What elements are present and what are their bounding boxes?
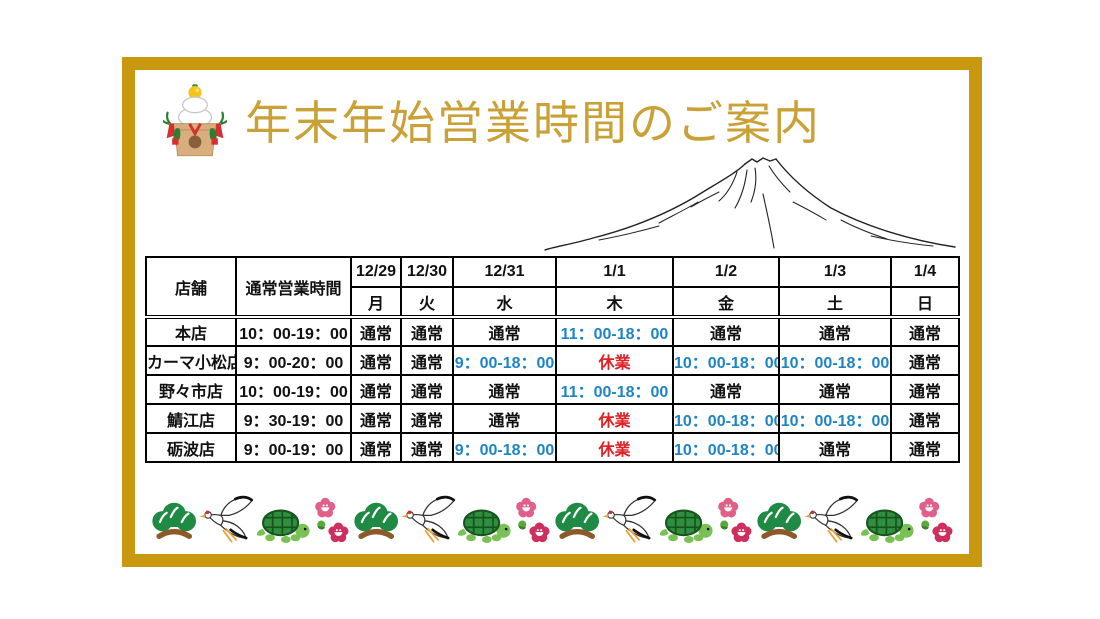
weekday-header: 金 — [672, 286, 780, 318]
pine-icon — [754, 496, 804, 548]
turtle-icon — [457, 503, 513, 548]
normal-hours-column-header: 通常営業時間 — [235, 256, 352, 318]
hours-cell: 通常 — [778, 432, 892, 463]
table-header-date-row: 店舗 通常営業時間 12/29 12/30 12/31 1/1 1/2 1/3 … — [145, 256, 960, 318]
hours-cell: 通常 — [890, 403, 960, 434]
hours-cell: 10：00-18：00 — [778, 345, 892, 376]
hours-cell: 通常 — [350, 403, 402, 434]
turtle-icon — [256, 503, 312, 548]
crane-icon — [804, 490, 860, 548]
hours-cell: 通常 — [890, 345, 960, 376]
hours-cell: 通常 — [452, 315, 557, 347]
store-name: 砺波店 — [145, 432, 237, 463]
weekday-header: 木 — [555, 286, 674, 318]
plum-icon — [916, 495, 955, 548]
hours-cell: 通常 — [400, 345, 454, 376]
weekday-header: 日 — [890, 286, 960, 318]
hours-cell: 通常 — [672, 374, 780, 405]
plum-icon — [513, 495, 552, 548]
hours-cell: 休業 — [555, 432, 674, 463]
hours-cell: 10：00-18：00 — [672, 432, 780, 463]
hours-cell: 通常 — [400, 432, 454, 463]
date-header: 1/4 — [890, 256, 960, 288]
hours-cell: 通常 — [452, 374, 557, 405]
hours-cell: 通常 — [400, 403, 454, 434]
page-title: 年末年始営業時間のご案内 — [245, 97, 821, 149]
hours-cell: 通常 — [452, 403, 557, 434]
date-header: 1/2 — [672, 256, 780, 288]
pine-icon — [351, 496, 401, 548]
crane-icon — [602, 490, 658, 548]
hours-cell: 通常 — [890, 432, 960, 463]
hours-cell: 通常 — [890, 374, 960, 405]
hours-cell: 通常 — [778, 374, 892, 405]
weekday-header: 土 — [778, 286, 892, 318]
normal-hours: 9：00-19：00 — [235, 432, 352, 463]
crane-icon — [199, 490, 255, 548]
table-row: 砺波店 9：00-19：00 通常 通常 9：00-18：00 休業 10：00… — [145, 432, 960, 463]
hours-table: 店舗 通常営業時間 12/29 12/30 12/31 1/1 1/2 1/3 … — [145, 256, 960, 463]
pine-icon — [149, 496, 199, 548]
hours-cell: 9：00-18：00 — [452, 345, 557, 376]
kagami-mochi-icon — [163, 84, 227, 157]
store-name: カーマ小松店 — [145, 345, 237, 376]
hours-cell: 通常 — [350, 315, 402, 347]
hours-cell: 10：00-18：00 — [672, 403, 780, 434]
store-name: 鯖江店 — [145, 403, 237, 434]
hours-cell: 通常 — [350, 374, 402, 405]
table-row: 鯖江店 9：30-19：00 通常 通常 通常 休業 10：00-18：00 1… — [145, 403, 960, 434]
table-row: 野々市店 10：00-19：00 通常 通常 通常 11：00-18：00 通常… — [145, 374, 960, 405]
store-column-header: 店舗 — [145, 256, 237, 318]
crane-icon — [401, 490, 457, 548]
date-header: 12/30 — [400, 256, 454, 288]
hours-cell: 11：00-18：00 — [555, 374, 674, 405]
table-row: カーマ小松店 9：00-20：00 通常 通常 9：00-18：00 休業 10… — [145, 345, 960, 376]
mount-fuji-illustration — [544, 157, 956, 251]
hours-cell: 通常 — [350, 345, 402, 376]
hours-cell: 通常 — [400, 374, 454, 405]
turtle-icon — [659, 503, 715, 548]
new-year-decor-strip — [149, 484, 955, 548]
hours-cell: 通常 — [400, 315, 454, 347]
hours-cell: 10：00-18：00 — [778, 403, 892, 434]
header: 年末年始営業時間のご案内 — [163, 72, 821, 168]
hours-cell: 10：00-18：00 — [672, 345, 780, 376]
hours-cell: 休業 — [555, 345, 674, 376]
store-name: 野々市店 — [145, 374, 237, 405]
hours-cell: 通常 — [350, 432, 402, 463]
hours-cell: 通常 — [890, 315, 960, 347]
hours-cell: 9：00-18：00 — [452, 432, 557, 463]
hours-cell: 休業 — [555, 403, 674, 434]
normal-hours: 9：00-20：00 — [235, 345, 352, 376]
plum-icon — [312, 495, 351, 548]
normal-hours: 9：30-19：00 — [235, 403, 352, 434]
date-header: 12/31 — [452, 256, 557, 288]
table-header-weekday-row: 月 火 水 木 金 土 日 — [146, 286, 960, 318]
pine-icon — [552, 496, 602, 548]
store-name: 本店 — [145, 315, 237, 347]
hours-cell: 通常 — [778, 315, 892, 347]
gold-frame: 年末年始営業時間のご案内 店舗 通常営業時間 12/29 12/30 — [122, 57, 982, 567]
weekday-header: 月 — [350, 286, 402, 318]
date-header: 1/3 — [778, 256, 892, 288]
date-header: 12/29 — [350, 256, 402, 288]
normal-hours: 10：00-19：00 — [235, 315, 352, 347]
plum-icon — [715, 495, 754, 548]
table-row: 本店 10：00-19：00 通常 通常 通常 11：00-18：00 通常 通… — [145, 315, 960, 347]
date-header: 1/1 — [555, 256, 674, 288]
weekday-header: 水 — [452, 286, 557, 318]
hours-cell: 通常 — [672, 315, 780, 347]
normal-hours: 10：00-19：00 — [235, 374, 352, 405]
weekday-header: 火 — [400, 286, 454, 318]
hours-cell: 11：00-18：00 — [555, 315, 674, 347]
turtle-icon — [860, 503, 916, 548]
